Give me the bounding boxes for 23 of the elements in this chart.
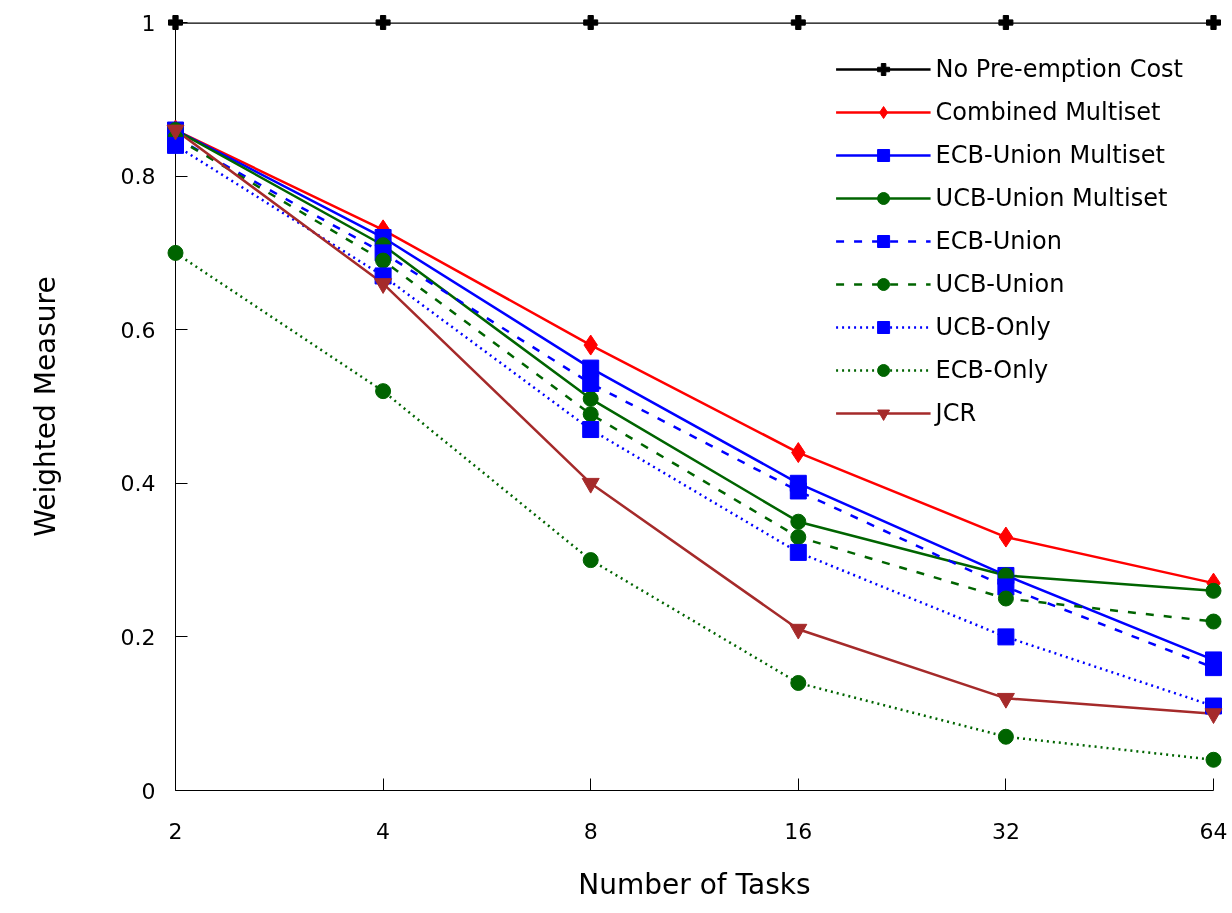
y-tick-label: 0.6	[120, 317, 156, 343]
legend-label: JCR	[935, 398, 977, 429]
legend-label: UCB-Union Multiset	[935, 183, 1168, 214]
x-tick-label: 64	[1199, 818, 1228, 844]
legend-label: Combined Multiset	[935, 97, 1161, 128]
y-tick-label: 0.4	[120, 471, 156, 497]
legend-label: ECB-Union	[935, 226, 1062, 257]
y-axis-title: Weighted Measure	[28, 276, 62, 537]
x-tick-label: 16	[784, 818, 813, 844]
legend-label: UCB-Only	[935, 312, 1051, 343]
legend-label: ECB-Only	[935, 355, 1049, 386]
legend-label: No Pre-emption Cost	[935, 54, 1183, 85]
legend-label: UCB-Union	[935, 269, 1065, 300]
x-axis-title: Number of Tasks	[578, 867, 811, 901]
x-tick-label: 2	[168, 818, 183, 844]
x-tick-label: 8	[583, 818, 598, 844]
x-tick-label: 4	[376, 818, 391, 844]
legend-label: ECB-Union Multiset	[935, 140, 1165, 171]
x-tick-label: 32	[991, 818, 1020, 844]
y-tick-label: 0.2	[120, 624, 156, 650]
y-tick-label: 0.8	[120, 164, 156, 190]
y-tick-label: 1	[141, 10, 156, 36]
y-tick-label: 0	[141, 778, 156, 804]
